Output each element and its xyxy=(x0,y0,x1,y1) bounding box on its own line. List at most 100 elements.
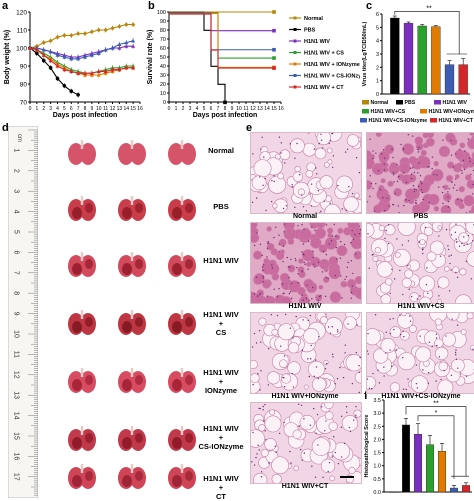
nucleus xyxy=(438,295,439,296)
nucleus xyxy=(326,254,327,255)
x-axis-label: Days post infection xyxy=(53,112,118,119)
nucleus xyxy=(391,269,392,270)
nucleus xyxy=(344,443,345,444)
nucleus xyxy=(263,276,264,277)
alveolus xyxy=(371,239,387,255)
nucleus xyxy=(417,387,418,388)
nucleus xyxy=(263,156,264,157)
nucleus xyxy=(328,243,329,244)
trachea xyxy=(131,464,133,473)
nucleus xyxy=(468,235,469,236)
nucleus xyxy=(332,356,333,357)
nucleus xyxy=(380,189,381,190)
nucleus xyxy=(347,262,348,263)
y-tick-label: 6 xyxy=(376,12,379,18)
nucleus xyxy=(384,210,385,211)
nucleus xyxy=(394,193,395,194)
nucleus xyxy=(384,157,385,158)
nucleus xyxy=(443,370,444,371)
nucleus xyxy=(322,271,323,272)
nucleus xyxy=(398,205,399,206)
alveolus xyxy=(288,342,299,353)
nucleus xyxy=(303,229,304,230)
nucleus xyxy=(329,143,330,144)
y-tick-label: 0.0 xyxy=(373,490,381,496)
y-axis-label: Virus titer(LgTCID50/mL) xyxy=(362,21,368,86)
alveolus xyxy=(451,359,464,372)
x-tick-label: 16 xyxy=(278,106,284,112)
nucleus xyxy=(470,161,471,162)
alveolus xyxy=(290,139,304,153)
nucleus xyxy=(455,153,456,154)
nucleus xyxy=(330,140,331,141)
nucleus xyxy=(396,164,397,165)
legend-marker xyxy=(294,86,297,89)
legend-marker xyxy=(294,40,297,43)
alveolus xyxy=(251,374,259,383)
nucleus xyxy=(359,233,360,234)
nucleus xyxy=(263,281,264,282)
nucleus xyxy=(393,181,394,182)
alveolus xyxy=(405,270,413,278)
nucleus xyxy=(443,186,444,187)
nucleus xyxy=(472,349,473,350)
significance-label: ** xyxy=(426,5,432,12)
nucleus xyxy=(411,173,412,174)
nucleus xyxy=(448,249,449,250)
y-tick-label: 0.5 xyxy=(373,477,381,483)
legend-swatch-normal xyxy=(362,100,369,105)
legend-label-cs: H1N1 WIV+CS xyxy=(371,109,406,115)
nucleus xyxy=(402,244,403,245)
nucleus xyxy=(417,298,418,299)
alveolus xyxy=(390,383,400,393)
nucleus xyxy=(345,345,346,346)
nucleus xyxy=(420,175,421,176)
nucleus xyxy=(300,449,301,450)
y-tick-label: 100 xyxy=(16,46,27,53)
trachea xyxy=(181,140,183,149)
nucleus xyxy=(455,178,456,179)
ruler-number: 1 xyxy=(13,148,20,152)
y-axis-label: Survival rate (%) xyxy=(147,30,154,85)
ruler-number: 11 xyxy=(13,351,20,358)
trachea xyxy=(81,196,83,205)
bar-ct xyxy=(462,485,469,492)
nucleus xyxy=(290,462,291,463)
alveolus xyxy=(328,160,332,164)
legend-label-pbs: PBS xyxy=(304,28,316,34)
nucleus xyxy=(351,260,352,261)
nucleus xyxy=(402,294,403,295)
alveolus xyxy=(343,228,351,236)
ruler-number: 13 xyxy=(13,391,20,399)
trachea xyxy=(81,252,83,261)
nucleus xyxy=(332,354,333,355)
trachea xyxy=(131,426,133,435)
alveolus xyxy=(373,256,378,261)
trachea xyxy=(181,252,183,261)
trachea xyxy=(181,368,183,377)
nucleus xyxy=(326,224,327,225)
nucleus xyxy=(421,183,422,184)
y-tick-label: 110 xyxy=(17,28,28,35)
histology-caption: H1N1 WIV+IONzyme xyxy=(250,393,360,400)
alveolus xyxy=(379,225,384,230)
nucleus xyxy=(469,157,470,158)
alveolus xyxy=(379,151,390,162)
nucleus xyxy=(419,295,420,296)
data-point xyxy=(103,28,107,32)
ruler-number: 12 xyxy=(13,371,20,379)
nucleus xyxy=(302,350,303,351)
ruler-number: 9 xyxy=(13,312,20,316)
nucleus xyxy=(461,243,462,244)
nucleus xyxy=(402,357,403,358)
legend-label-csion: H1N1 WIV + CS-IONzyme xyxy=(304,74,360,80)
nucleus xyxy=(297,225,298,226)
bar-pbs xyxy=(390,18,399,94)
nucleus xyxy=(301,194,302,195)
survival-line-cs xyxy=(169,13,274,58)
nucleus xyxy=(256,197,257,198)
nucleus xyxy=(260,148,261,149)
lesion xyxy=(172,379,182,391)
nucleus xyxy=(389,318,390,319)
nucleus xyxy=(356,157,357,158)
